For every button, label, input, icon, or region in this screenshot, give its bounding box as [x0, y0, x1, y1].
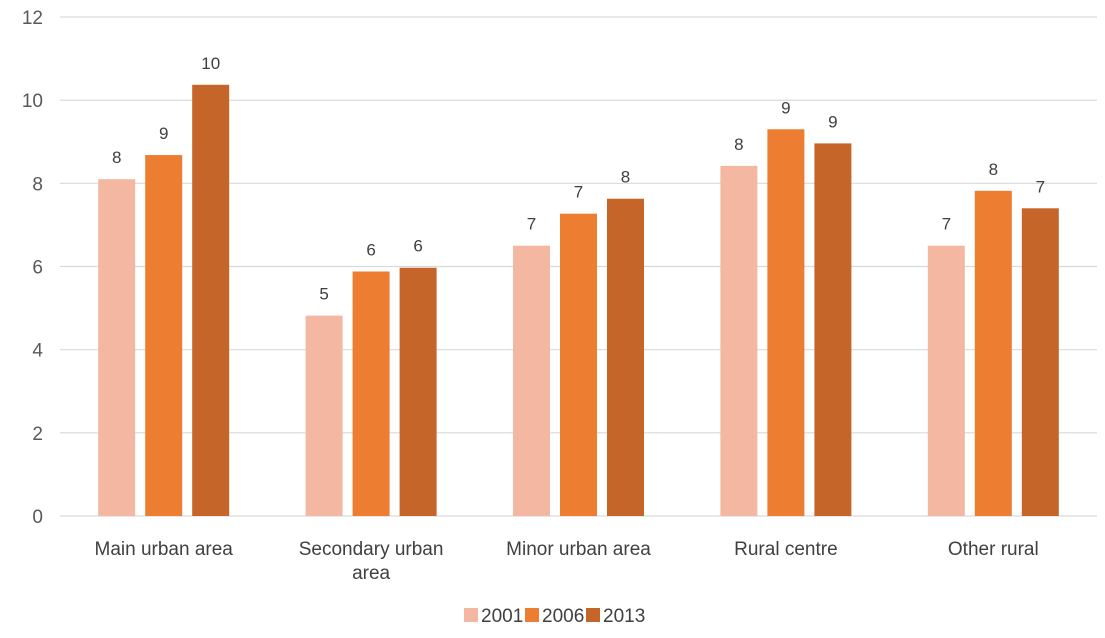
x-axis-category-labels: Main urban area Secondary urban area Minor … — [95, 539, 1039, 584]
category-label: Main urban area — [95, 539, 234, 560]
y-tick-label: 12 — [22, 8, 43, 29]
y-tick-label: 2 — [32, 424, 43, 445]
legend: 2001 2006 2013 — [464, 606, 645, 627]
y-tick-label: 6 — [32, 258, 43, 279]
bars — [98, 84, 1059, 517]
data-label-2013-0: 10 — [201, 54, 220, 73]
data-label-2006-1: 6 — [366, 240, 375, 259]
bar-2013-3 — [814, 143, 852, 516]
bar-2001-3 — [720, 165, 758, 516]
data-label-2013-1: 6 — [413, 237, 422, 256]
data-label-2006-0: 9 — [159, 124, 168, 143]
bar-2006-1 — [352, 271, 390, 516]
category-label: Rural centre — [734, 539, 838, 560]
bar-2006-4 — [974, 190, 1012, 516]
bar-2013-2 — [607, 198, 644, 516]
legend-swatch-2001 — [464, 608, 478, 622]
data-label-2006-4: 8 — [989, 160, 998, 179]
legend-label-2001: 2001 — [481, 606, 523, 627]
bar-2013-4 — [1021, 208, 1059, 517]
y-tick-label: 4 — [32, 341, 43, 362]
data-label-2006-2: 7 — [574, 183, 583, 202]
category-label: Minor urban area — [506, 539, 651, 560]
bar-2006-2 — [560, 213, 597, 517]
y-tick-label: 10 — [22, 91, 43, 112]
data-label-2001-1: 5 — [319, 285, 328, 304]
bar-2001-1 — [305, 315, 343, 516]
data-label-2001-4: 7 — [942, 215, 951, 234]
category-label: Other rural — [948, 539, 1039, 560]
bar-2006-3 — [767, 129, 805, 516]
bar-2006-0 — [145, 155, 183, 516]
category-label: Secondary urban — [299, 539, 444, 560]
data-label-2006-3: 9 — [781, 98, 790, 117]
bar-2001-0 — [98, 179, 136, 517]
bar-2013-1 — [399, 267, 437, 516]
data-label-2001-3: 8 — [734, 135, 743, 154]
data-label-2013-2: 8 — [621, 168, 630, 187]
legend-label-2013: 2013 — [603, 606, 645, 627]
y-tick-label: 8 — [32, 174, 43, 195]
legend-label-2006: 2006 — [542, 606, 584, 627]
legend-swatch-2013 — [586, 608, 600, 622]
data-labels: 8 5 7 8 7 9 6 7 9 8 10 6 8 9 7 — [112, 54, 1045, 304]
legend-swatch-2006 — [525, 608, 539, 622]
bar-2013-0 — [192, 84, 230, 517]
bar-2001-4 — [927, 245, 965, 517]
data-label-2001-0: 8 — [112, 148, 121, 167]
data-label-2001-2: 7 — [527, 215, 536, 234]
category-label: area — [352, 563, 390, 584]
data-label-2013-3: 9 — [828, 112, 837, 131]
y-axis-tick-labels: 0 2 4 6 8 10 12 — [22, 8, 44, 528]
y-tick-label: 0 — [32, 507, 43, 528]
bar-2001-2 — [513, 245, 550, 517]
data-label-2013-4: 7 — [1036, 177, 1045, 196]
